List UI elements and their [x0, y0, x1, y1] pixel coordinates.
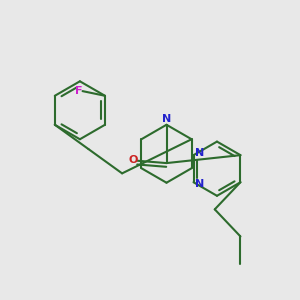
Text: F: F — [75, 86, 82, 96]
Text: O: O — [128, 155, 137, 165]
Text: N: N — [162, 114, 171, 124]
Text: N: N — [195, 148, 205, 158]
Text: N: N — [195, 179, 205, 189]
